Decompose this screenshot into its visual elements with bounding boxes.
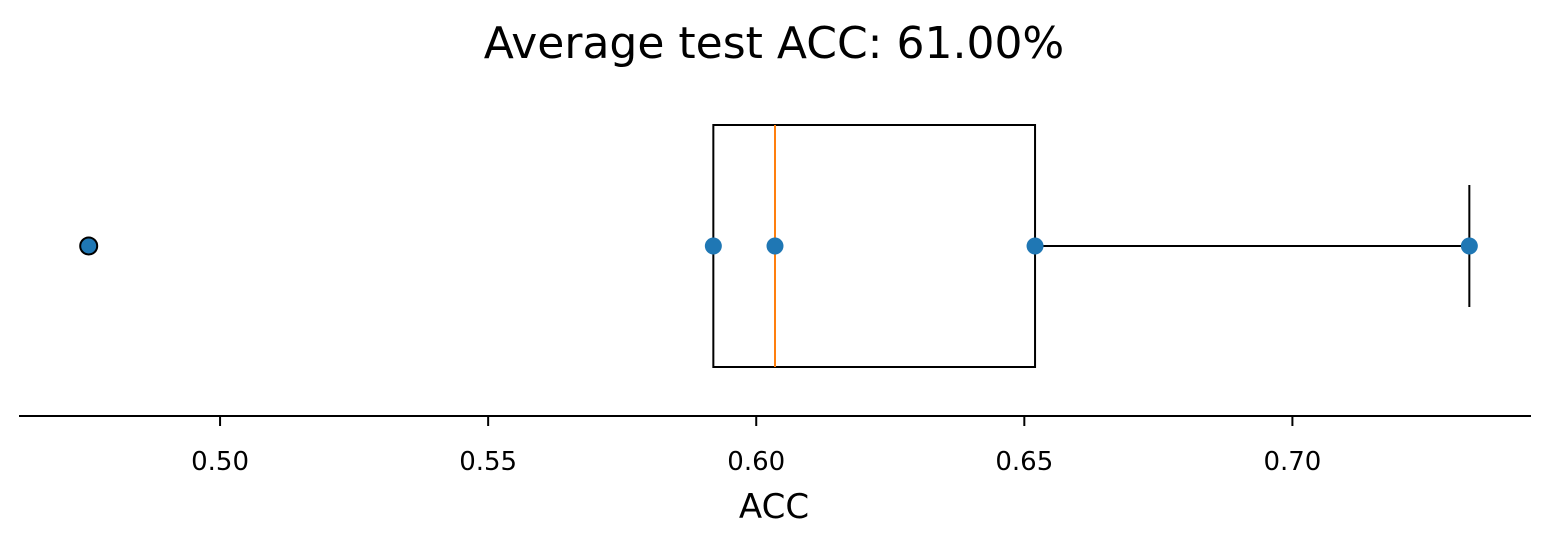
x-tick-label: 0.60 xyxy=(727,447,785,477)
x-tick-label: 0.65 xyxy=(995,447,1053,477)
x-tick-label: 0.50 xyxy=(191,447,249,477)
chart-title: Average test ACC: 61.00% xyxy=(484,18,1065,69)
data-point xyxy=(766,237,784,255)
data-point xyxy=(704,237,722,255)
outlier-point xyxy=(79,236,99,256)
x-tick-label: 0.70 xyxy=(1263,447,1321,477)
x-axis-label: ACC xyxy=(739,487,809,527)
data-point xyxy=(1026,237,1044,255)
plot-area xyxy=(79,124,1478,368)
x-axis-ticks: 0.50 0.55 0.60 0.65 0.70 xyxy=(191,416,1321,477)
x-tick-label: 0.55 xyxy=(459,447,517,477)
data-point xyxy=(1460,237,1478,255)
box-iqr xyxy=(712,124,1037,368)
